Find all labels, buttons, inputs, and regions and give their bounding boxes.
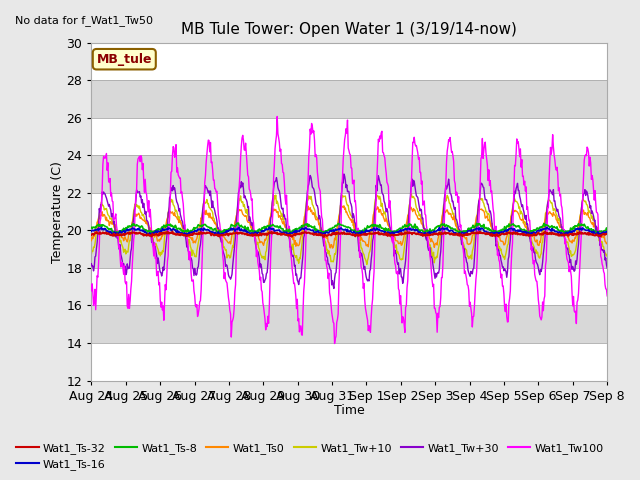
Title: MB Tule Tower: Open Water 1 (3/19/14-now): MB Tule Tower: Open Water 1 (3/19/14-now… xyxy=(181,22,517,37)
Bar xyxy=(92,155,607,193)
Bar xyxy=(92,43,607,80)
Bar xyxy=(92,193,607,230)
Bar xyxy=(92,118,607,155)
Bar xyxy=(92,305,607,343)
Bar xyxy=(92,268,607,305)
Text: MB_tule: MB_tule xyxy=(97,53,152,66)
Bar xyxy=(92,230,607,268)
Bar xyxy=(92,80,607,118)
Y-axis label: Temperature (C): Temperature (C) xyxy=(51,161,64,263)
Text: No data for f_Wat1_Tw50: No data for f_Wat1_Tw50 xyxy=(15,15,153,26)
Legend: Wat1_Ts-32, Wat1_Ts-16, Wat1_Ts-8, Wat1_Ts0, Wat1_Tw+10, Wat1_Tw+30, Wat1_Tw100: Wat1_Ts-32, Wat1_Ts-16, Wat1_Ts-8, Wat1_… xyxy=(12,438,608,474)
Bar xyxy=(92,343,607,381)
X-axis label: Time: Time xyxy=(334,404,365,417)
